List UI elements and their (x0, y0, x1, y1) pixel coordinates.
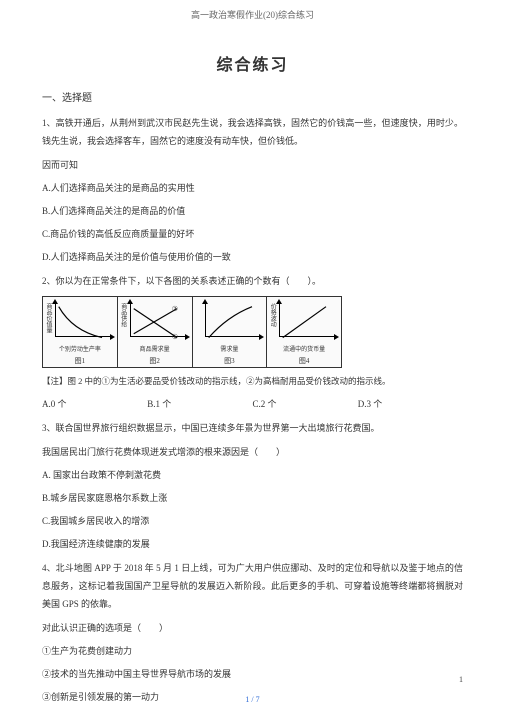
q4-stem-1: 4、北斗地图 APP 于 2018 年 5 月 1 日上线，可为广大用户供应挪动… (42, 559, 463, 613)
q3-option-d: D.我国经济连续健康的发展 (42, 536, 463, 553)
chart1-xlabel: 个别劳动生产率 (43, 344, 117, 353)
q2-option-c: C.2 个 (253, 396, 358, 413)
chart-cell-2: 商品供给 ① ② 商品需求量 图2 (118, 297, 193, 367)
q2-option-d: D.3 个 (358, 396, 463, 413)
q1-option-a: A.人们选择商品关注的是商品的实用性 (42, 180, 463, 197)
chart3-caption: 图3 (193, 355, 267, 367)
q3-option-c: C.我国城乡居民收入的增添 (42, 513, 463, 530)
chart4-caption: 图4 (267, 355, 341, 367)
footer-pagination: 1 / 7 (0, 695, 505, 704)
chart2-caption: 图2 (118, 355, 192, 367)
q1-option-d: D.人们选择商品关注的是价值与使用价值的一致 (42, 249, 463, 266)
chart3-xlabel: 需求量 (193, 344, 267, 353)
section-heading-1: 一、选择题 (42, 89, 463, 104)
q1-stem: 1、高铁开通后，从荆州到武汉市民赵先生说，我会选择高铁，固然它的价钱高一些，但速… (42, 114, 463, 150)
q4-stem-2: 对此认识正确的选项是（ ） (42, 619, 463, 637)
chart-cell-4: 价格波动 流通中的货币量 图4 (267, 297, 341, 367)
q3-option-a: A. 国家出台政策不停刺激花费 (42, 467, 463, 484)
q3-stem-2: 我国居民出门旅行花费体现迸发式增添的根来源因是（ ） (42, 443, 463, 461)
page-title: 综合练习 (42, 51, 463, 75)
q2-stem: 2、你以为在正常条件下，以下各图的关系表述正确的个数有（ ）。 (42, 272, 463, 290)
q2-options-row: A.0 个 B.1 个 C.2 个 D.3 个 (42, 396, 463, 413)
chart-cell-3: 需求量 图3 (193, 297, 268, 367)
q2-option-b: B.1 个 (147, 396, 252, 413)
q2-note: 【注】图 2 中的①为生活必要品受价钱改动的指示线，②为高档耐用品受价钱改动的指… (42, 374, 463, 389)
q4-o2: ②技术的当先推动中国主导世界导航市场的发展 (42, 666, 463, 683)
chart1-caption: 图1 (43, 355, 117, 367)
q3-stem-1: 3、联合国世界旅行组织数据显示，中国已连续多年景为世界第一大出境旅行花费国。 (42, 419, 463, 437)
page-number: 1 (459, 675, 463, 684)
q2-chart-strip: 商品价值量 个别劳动生产率 图1 商品供给 ① ② (42, 296, 342, 368)
q3-option-b: B.城乡居民家庭恩格尔系数上涨 (42, 490, 463, 507)
q4-o1: ①生产为花费创建动力 (42, 643, 463, 660)
q1-stem-2: 因而可知 (42, 156, 463, 174)
q1-option-c: C.商品价钱的高低反应商质量量的好坏 (42, 226, 463, 243)
chart4-xlabel: 流通中的货币量 (267, 344, 341, 353)
chart2-xlabel: 商品需求量 (118, 344, 192, 353)
doc-header-title: 高一政治寒假作业(20)综合练习 (42, 8, 463, 21)
chart-cell-1: 商品价值量 个别劳动生产率 图1 (43, 297, 118, 367)
q1-option-b: B.人们选择商品关注的是商品的价值 (42, 203, 463, 220)
q2-option-a: A.0 个 (42, 396, 147, 413)
